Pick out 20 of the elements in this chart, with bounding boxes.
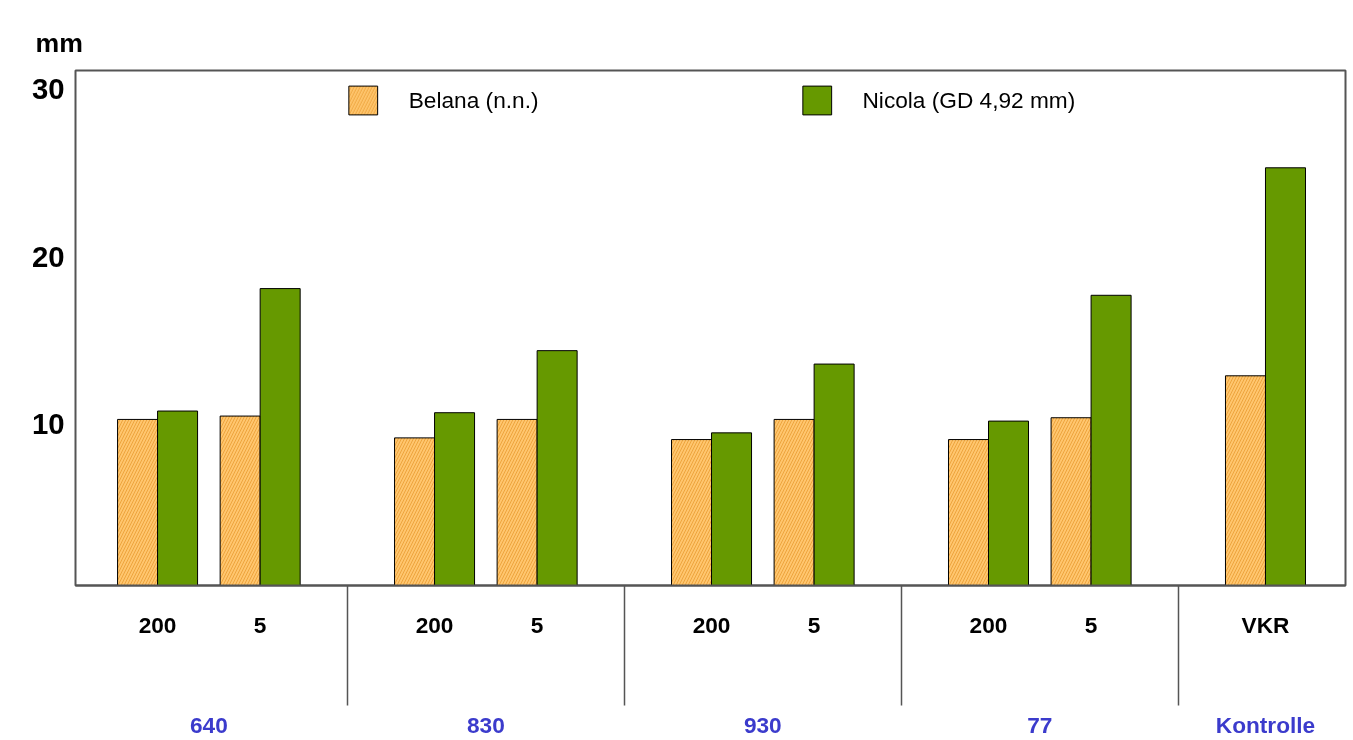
y-axis-title: mm (35, 28, 83, 58)
text: 640 (189, 711, 228, 738)
x-tick-label: 5 (1084, 611, 1098, 638)
y-tick-label: 30 (31, 71, 65, 105)
x-tick-label: 200 (138, 611, 177, 638)
y-tick-label: 10 (31, 407, 65, 441)
x-tick-label: 200 (692, 611, 731, 638)
text: 930 (743, 711, 782, 738)
y-tick-label: 20 (31, 239, 65, 273)
x-tick-label: 5 (530, 611, 544, 638)
x-tick-label: 200 (969, 611, 1008, 638)
legend-label: Belana (n.n.) (408, 86, 539, 114)
text: Kontrolle (1215, 711, 1316, 738)
legend-label: Nicola (GD 4,92 mm) (862, 86, 1076, 114)
text: 77 (1027, 711, 1053, 738)
x-tick-label: 5 (253, 611, 267, 638)
x-tick-label: 5 (807, 611, 821, 638)
x-tick-label: 200 (415, 611, 454, 638)
x-tick-label: VKR (1241, 611, 1290, 638)
text: 830 (466, 711, 505, 738)
